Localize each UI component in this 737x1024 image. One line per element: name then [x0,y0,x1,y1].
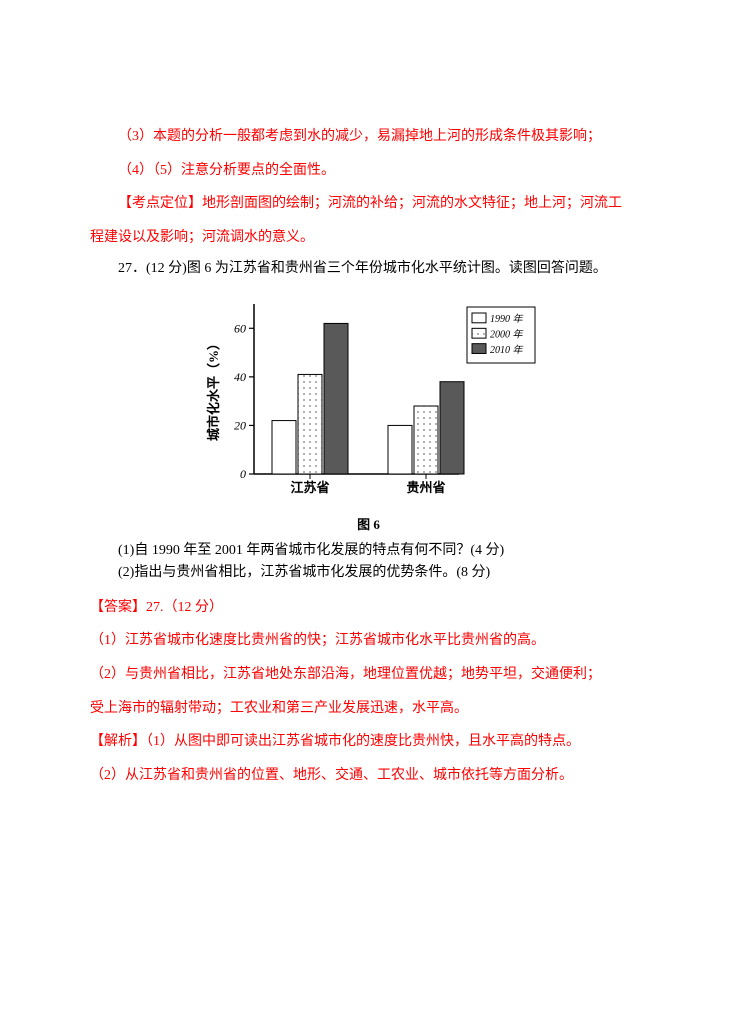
urbanization-bar-chart: 0 20 40 60 城市化水平（%） 江苏省 贵州省 1990 年 2000 年 2010 年 [199,289,539,509]
bar [388,425,412,474]
bar [414,406,438,474]
analysis-point-4-5: （4）（5）注意分析要点的全面性。 [90,154,647,188]
answer-heading: 【答案】27.（12 分） [90,591,647,625]
document-page: （3）本题的分析一般都考虑到水的减少，易漏掉地上河的形成条件极其影响； （4）（… [0,0,737,852]
figure-6-container: 0 20 40 60 城市化水平（%） 江苏省 贵州省 1990 年 2000 年 2010 年 [90,289,647,509]
svg-text:城市化水平（%）: 城市化水平（%） [206,337,221,441]
svg-text:1990 年: 1990 年 [490,313,524,325]
svg-text:60: 60 [234,321,246,335]
svg-text:江苏省: 江苏省 [290,480,329,495]
answer-1: （1）江苏省城市化速度比贵州省的快；江苏省城市化水平比贵州省的高。 [90,624,647,658]
svg-text:2000 年: 2000 年 [490,328,524,340]
svg-text:贵州省: 贵州省 [406,480,445,495]
bar [440,381,464,473]
question-27-sub2: (2)指出与贵州省相比，江苏省城市化发展的优势条件。(8 分) [90,562,647,584]
topic-positioning-line2: 程建设以及影响；河流调水的意义。 [90,221,647,255]
svg-text:2010 年: 2010 年 [490,344,524,356]
figure-6-caption: 图 6 [90,509,647,540]
bar [298,374,322,474]
answer-2-line2: 受上海市的辐射带动；工农业和第三产业发展迅速，水平高。 [90,692,647,726]
answer-2-line1: （2）与贵州省相比，江苏省地处东部沿海，地理位置优越；地势平坦，交通便利； [90,658,647,692]
svg-text:40: 40 [234,370,246,384]
svg-text:20: 20 [234,418,246,432]
analysis-point-3: （3）本题的分析一般都考虑到水的减少，易漏掉地上河的形成条件极其影响； [90,120,647,154]
bar [324,323,348,474]
svg-text:0: 0 [240,467,246,481]
topic-positioning-line1: 【考点定位】地形剖面图的绘制；河流的补给；河流的水文特征；地上河；河流工 [90,187,647,221]
question-27-stem: 27．(12 分)图 6 为江苏省和贵州省三个年份城市化水平统计图。读图回答问题… [90,258,647,280]
bar [272,420,296,473]
question-27-sub1: (1)自 1990 年至 2001 年两省城市化发展的特点有何不同？(4 分) [90,540,647,562]
explanation-1: 【解析】（1）从图中即可读出江苏省城市化的速度比贵州快，且水平高的特点。 [90,725,647,759]
explanation-2: （2）从江苏省和贵州省的位置、地形、交通、工农业、城市依托等方面分析。 [90,759,647,793]
